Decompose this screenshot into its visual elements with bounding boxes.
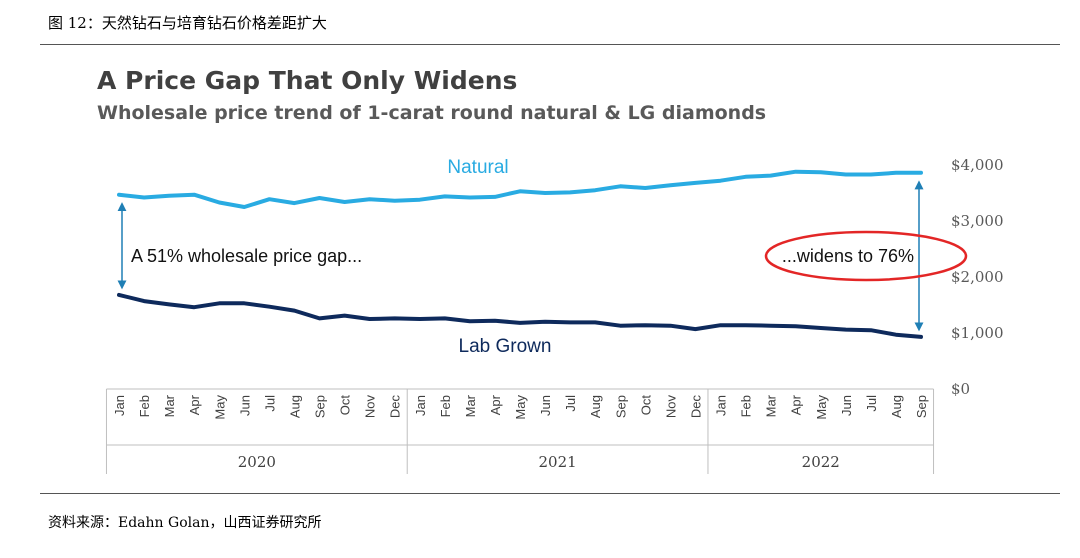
series-label-lab-grown: Lab Grown [459,336,552,357]
x-tick-label: Sep [613,395,628,418]
figure-caption: 图 12：天然钻石与培育钻石价格差距扩大 [48,14,327,32]
x-tick-label: Aug [889,395,904,418]
annotation-left-gap: A 51% wholesale price gap... [131,246,362,266]
x-tick-label: Dec [688,395,703,419]
x-tick-label: Jan [714,395,729,416]
y-tick-label: $0 [951,380,970,398]
x-tick-label: Sep [313,395,328,418]
x-tick-label: Nov [363,395,378,419]
x-tick-label: Apr [789,394,804,415]
highlight-ellipse [764,230,968,282]
y-tick-label: $4,000 [951,156,1004,174]
x-tick-label: Mar [162,394,177,417]
x-tick-label: Mar [463,394,478,417]
series-label-natural: Natural [447,157,508,178]
x-tick-label: Oct [338,395,353,416]
source-note: 资料来源：Edahn Golan，山西证券研究所 [48,515,322,531]
x-tick-label: Jul [563,395,578,412]
y-tick-label: $1,000 [951,324,1004,342]
x-tick-label: Jan [413,395,428,416]
x-tick-label: Mar [764,394,779,417]
chart-title: A Price Gap That Only Widens [97,66,518,95]
year-label: 2021 [539,453,577,471]
x-tick-label: Sep [914,395,929,418]
x-tick-label: Jul [262,395,277,412]
x-tick-label: Jun [839,395,854,416]
x-tick-label: Feb [739,395,754,417]
annotation-right-gap: ...widens to 76% [782,246,914,266]
x-tick-label: Jul [864,395,879,412]
x-tick-label: Apr [488,394,503,415]
x-tick-label: Oct [638,395,653,416]
x-tick-label: Aug [287,395,302,418]
x-tick-label: Apr [187,394,202,415]
x-tick-label: May [212,395,227,420]
top-rule [40,44,1060,45]
x-tick-label: Dec [388,395,403,419]
x-tick-label: Jun [538,395,553,416]
x-tick-label: Jun [237,395,252,416]
bottom-rule [40,493,1060,494]
year-label: 2022 [802,453,840,471]
x-tick-label: Feb [438,395,453,417]
series-line-natural [117,169,923,209]
chart-subtitle: Wholesale price trend of 1-carat round n… [97,102,767,124]
y-tick-label: $2,000 [951,268,1004,286]
x-tick-label: May [814,395,829,420]
year-label: 2020 [238,453,276,471]
y-tick-label: $3,000 [951,212,1004,230]
x-tick-label: Nov [663,395,678,419]
x-tick-label: Feb [137,395,152,417]
x-tick-label: Aug [588,395,603,418]
x-tick-label: Jan [112,395,127,416]
x-tick-label: May [513,395,528,420]
series-line-lab-grown [117,292,923,339]
